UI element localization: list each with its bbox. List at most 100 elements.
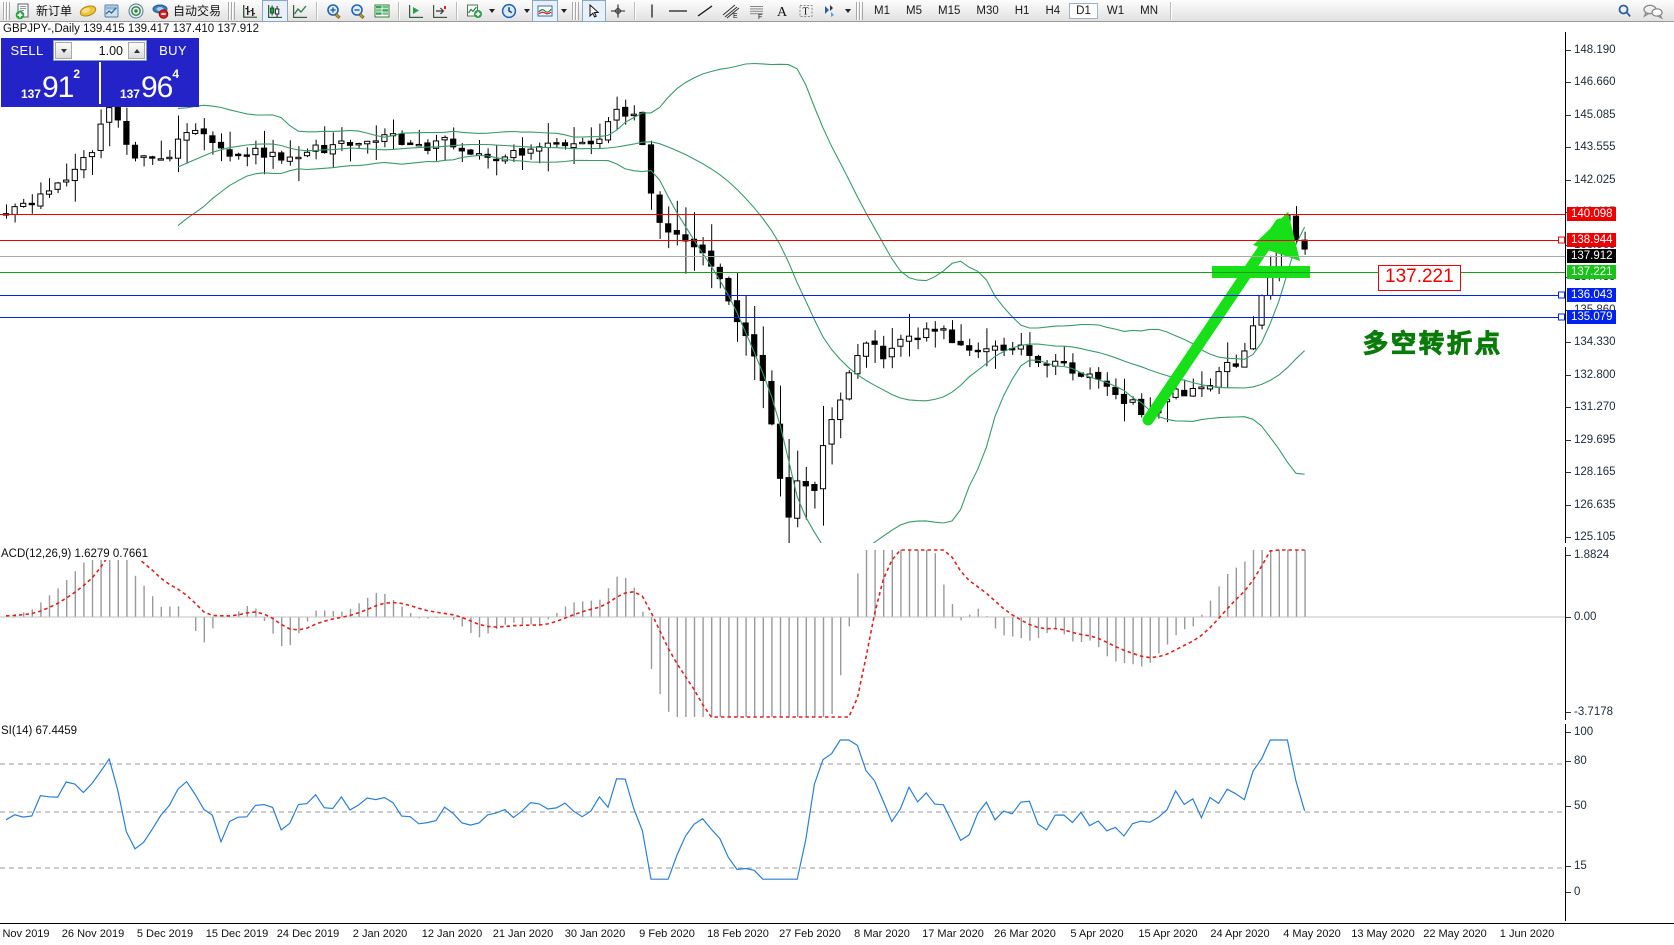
volume-increase-button[interactable] (128, 42, 145, 59)
templates-icon[interactable] (532, 0, 559, 22)
theme-icon[interactable] (76, 1, 100, 21)
toolbar-grip[interactable] (3, 1, 10, 20)
date-tick-label: 26 Nov 2019 (61, 928, 125, 940)
shapes-icon[interactable] (818, 1, 842, 21)
price-line-138944[interactable] (0, 240, 1565, 241)
macd-tick-label: -3.7178 (1574, 706, 1614, 718)
indicators-dropdown-caret[interactable] (486, 1, 497, 21)
rsi-axis[interactable]: 100 80 50 15 0 (1565, 724, 1674, 921)
macd-axis[interactable]: 1.8824 0.00 -3.7178 (1565, 547, 1674, 720)
data-window-icon[interactable] (370, 1, 394, 21)
timeframe-m15[interactable]: M15 (938, 4, 961, 17)
price-line-136043[interactable] (0, 295, 1565, 296)
zoom-out-icon[interactable] (346, 1, 370, 21)
svg-text:T: T (803, 6, 809, 17)
price-annotation-box[interactable]: 137.221 (1378, 265, 1461, 291)
drawing-objects-layer[interactable] (0, 32, 1565, 543)
price-line-140098[interactable] (0, 214, 1565, 215)
auto-trading-icon[interactable] (148, 1, 172, 21)
volume-field[interactable]: 1.00 (53, 40, 147, 61)
price-tick (1566, 375, 1571, 376)
price-line-135079[interactable] (0, 317, 1565, 318)
indicators-icon[interactable] (462, 1, 486, 21)
price-level-label-135079[interactable]: 135.079 (1567, 310, 1616, 324)
price-level-handle[interactable] (1558, 291, 1565, 299)
text-icon[interactable]: T (794, 1, 818, 21)
price-level-label-140098[interactable]: 140.098 (1567, 207, 1616, 221)
chart-shift-icon[interactable] (404, 1, 428, 21)
timeframe-d1[interactable]: D1 (1069, 2, 1098, 19)
price-axis[interactable]: 148.190146.660145.085143.555142.025140.4… (1565, 32, 1674, 543)
chart-symbol-header: GBPJPY-,Daily 139.415 139.417 137.410 13… (3, 23, 259, 35)
period-icon[interactable] (497, 1, 521, 21)
search-icon[interactable] (1612, 1, 1638, 21)
buy-button[interactable]: BUY (159, 43, 187, 58)
chart-area[interactable]: GBPJPY-,Daily 139.415 139.417 137.410 13… (0, 22, 1674, 945)
svg-text:F: F (758, 14, 762, 20)
timeframe-h4[interactable]: H4 (1045, 4, 1061, 17)
price-line-137221[interactable] (0, 272, 1565, 273)
rsi-tick-label: 15 (1574, 860, 1587, 872)
price-tick (1566, 50, 1571, 51)
fibonacci-icon[interactable]: ${''}F (744, 1, 770, 21)
price-level-handle[interactable] (1558, 313, 1565, 321)
date-tick-label: 22 May 2020 (1423, 928, 1487, 940)
auto-scroll-icon[interactable] (428, 1, 452, 21)
price-level-label-136043[interactable]: 136.043 (1567, 288, 1616, 302)
toolbar-separator-5 (1170, 1, 1172, 20)
crosshair-icon[interactable] (606, 1, 630, 21)
zoom-in-icon[interactable] (322, 1, 346, 21)
volume-value[interactable]: 1.00 (98, 43, 123, 58)
buy-price[interactable]: 137 96 4 (101, 62, 198, 104)
period-dropdown-caret[interactable] (521, 1, 532, 21)
price-level-handle[interactable] (1558, 236, 1565, 244)
bollinger-middle-band (177, 141, 1305, 402)
candlestick-chart-icon[interactable] (262, 0, 289, 22)
green-up-arrow-object (1142, 212, 1300, 426)
bollinger-upper-band (177, 62, 1306, 360)
equidistant-channel-icon[interactable]: E (718, 1, 744, 21)
volume-decrease-button[interactable] (55, 42, 72, 59)
sell-button[interactable]: SELL (10, 43, 44, 58)
toolbar-grip-2[interactable] (228, 1, 236, 20)
macd-signal-line (5, 549, 1305, 718)
timeframe-w1[interactable]: W1 (1106, 4, 1125, 17)
timeframe-m1[interactable]: M1 (874, 4, 891, 17)
horizontal-line-icon[interactable] (664, 1, 692, 21)
shapes-dropdown-caret[interactable] (842, 1, 853, 21)
timeframe-m5[interactable]: M5 (906, 4, 922, 17)
price-tick-label: 125.105 (1574, 531, 1616, 543)
price-level-label-138944[interactable]: 138.944 (1567, 233, 1616, 247)
timeframe-m30[interactable]: M30 (976, 4, 999, 17)
quote-prices-row: 137 91 2 137 96 4 (2, 62, 198, 104)
toolbar-separator-4 (634, 1, 637, 20)
line-chart-icon[interactable] (288, 1, 312, 21)
bar-chart-icon[interactable] (238, 1, 262, 21)
timeframe-h1[interactable]: H1 (1014, 4, 1030, 17)
market-watch-icon[interactable] (100, 1, 124, 21)
timeframe-mn[interactable]: MN (1140, 4, 1158, 17)
rsi-plot[interactable] (0, 724, 1565, 921)
date-tick-label: 5 Apr 2020 (1070, 928, 1124, 940)
trend-line-icon[interactable] (692, 1, 718, 21)
rsi-tick (1566, 732, 1571, 733)
toolbar-grip-4[interactable] (856, 1, 864, 20)
templates-dropdown-caret[interactable] (558, 1, 569, 21)
cursor-icon[interactable] (582, 0, 607, 22)
toolbar-grip-3[interactable] (572, 1, 580, 20)
buy-price-fraction: 4 (172, 67, 180, 81)
price-level-label-137221[interactable]: 137.221 (1567, 265, 1616, 279)
one-click-trading-panel[interactable]: SELL 1.00 BUY 137 91 2 137 96 4 (1, 38, 199, 107)
price-plot[interactable]: 137.221 多空转折点 (0, 32, 1565, 543)
chat-icon[interactable] (1638, 1, 1668, 21)
vertical-line-icon[interactable] (640, 1, 664, 21)
macd-plot[interactable] (0, 547, 1565, 720)
sell-price[interactable]: 137 91 2 (2, 62, 101, 104)
new-order-button[interactable] (13, 1, 35, 21)
date-axis[interactable]: Nov 2019 26 Nov 2019 5 Dec 2019 15 Dec 2019… (0, 923, 1674, 945)
price-level-label-137912[interactable]: 137.912 (1567, 249, 1616, 263)
navigator-icon[interactable] (124, 1, 148, 21)
text-label-icon[interactable]: A (770, 1, 794, 21)
price-tick (1566, 472, 1571, 473)
chinese-annotation-text[interactable]: 多空转折点 (1362, 330, 1504, 359)
